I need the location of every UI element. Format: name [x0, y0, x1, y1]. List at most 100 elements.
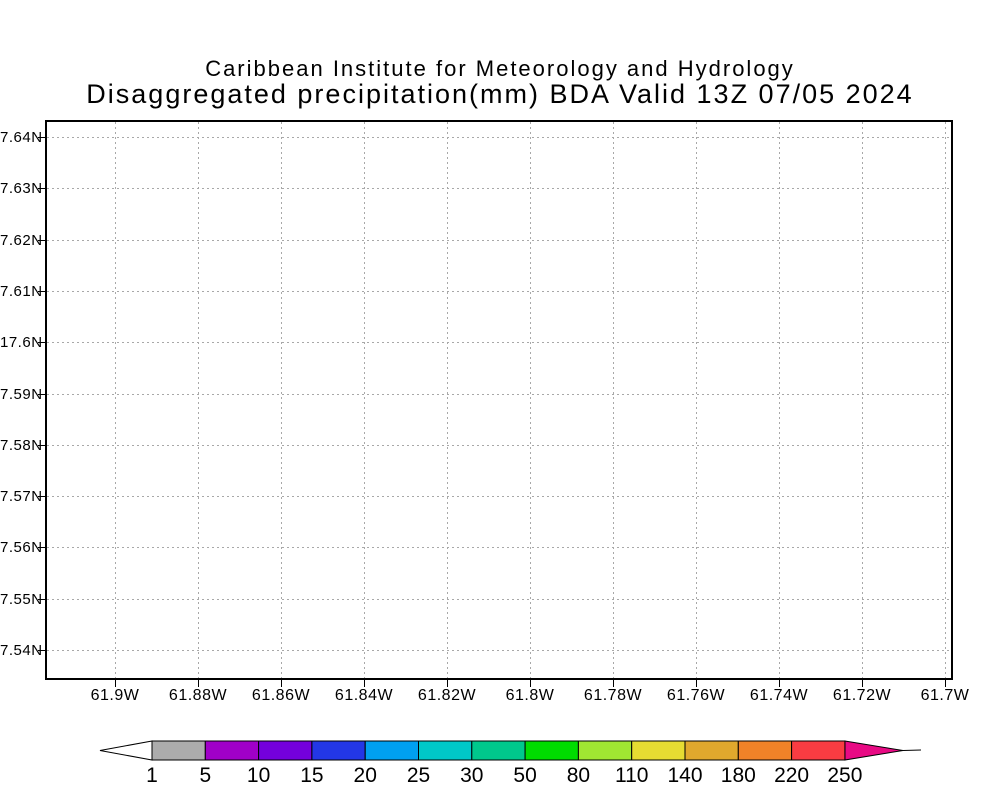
colorbar-label: 25 [407, 764, 430, 787]
y-tick-label: 7.55N [0, 591, 43, 608]
y-tick-label: 7.56N [0, 539, 43, 556]
gridline-vertical [862, 122, 863, 678]
colorbar-arrow-tip-line [902, 749, 922, 751]
y-axis-tick [38, 650, 45, 651]
gridline-vertical [198, 122, 199, 678]
gridline-vertical [945, 122, 946, 678]
colorbar-label: 180 [721, 764, 756, 787]
map-plot-area [45, 120, 953, 680]
y-tick-label: 7.63N [0, 180, 43, 197]
x-tick-label: 61.82W [417, 687, 477, 704]
colorbar-below-arrow [99, 740, 153, 761]
y-axis-tick [38, 291, 45, 292]
y-axis-tick [38, 137, 45, 138]
y-tick-label: 7.64N [0, 129, 43, 146]
colorbar-segment [418, 740, 473, 761]
y-axis-tick [38, 240, 45, 241]
colorbar-label: 110 [615, 764, 648, 787]
gridline-vertical [613, 122, 614, 678]
x-tick-label: 61.88W [168, 687, 228, 704]
x-tick-label: 61.8W [505, 687, 555, 704]
x-axis-tick [530, 680, 531, 687]
colorbar-segment [684, 740, 739, 761]
y-axis-tick [38, 496, 45, 497]
colorbar-segment [364, 740, 420, 761]
x-axis-tick [447, 680, 448, 687]
y-axis-tick [38, 445, 45, 446]
x-axis-tick [281, 680, 282, 687]
colorbar-segment [151, 740, 206, 761]
y-tick-label: 17.6N [0, 334, 43, 351]
x-tick-label: 61.72W [832, 687, 892, 704]
gridline-horizontal [47, 547, 951, 548]
y-tick-label: 7.59N [0, 386, 43, 403]
gridline-horizontal [47, 650, 951, 651]
colorbar-segment [577, 740, 633, 761]
colorbar-segment [524, 740, 579, 761]
y-tick-label: 7.61N [0, 283, 43, 300]
x-axis-tick [779, 680, 780, 687]
colorbar-segment [471, 740, 526, 761]
gridline-vertical [364, 122, 365, 678]
colorbar: 1 5 10 15 20 25 30 50 80 110 140 180 220 250 [99, 740, 922, 787]
x-axis-tick [613, 680, 614, 687]
x-axis-tick [198, 680, 199, 687]
gridline-horizontal [47, 599, 951, 600]
colorbar-above-arrow [844, 740, 904, 761]
y-axis-tick [38, 394, 45, 395]
y-tick-label: 7.58N [0, 437, 43, 454]
gridline-horizontal [47, 240, 951, 241]
colorbar-segment [631, 740, 686, 761]
x-tick-label: 61.86W [251, 687, 311, 704]
gridline-horizontal [47, 496, 951, 497]
colorbar-segment [258, 740, 313, 761]
colorbar-label: 140 [667, 764, 702, 787]
y-axis-tick [38, 547, 45, 548]
x-tick-label: 61.78W [583, 687, 643, 704]
gridline-vertical [447, 122, 448, 678]
y-axis-tick [38, 188, 45, 189]
colorbar-segment [791, 740, 846, 761]
y-tick-label: 7.62N [0, 232, 43, 249]
gridline-horizontal [47, 445, 951, 446]
colorbar-segment [204, 740, 260, 761]
x-tick-label: 61.7W [920, 687, 970, 704]
colorbar-label: 20 [354, 764, 377, 787]
colorbar-label: 10 [247, 764, 270, 787]
x-axis-tick [115, 680, 116, 687]
x-tick-label: 61.74W [749, 687, 809, 704]
colorbar-label: 250 [827, 764, 862, 787]
x-axis-tick [696, 680, 697, 687]
x-axis-tick [364, 680, 365, 687]
colorbar-label: 30 [460, 764, 483, 787]
colorbar-label: 220 [774, 764, 809, 787]
colorbar-segment [737, 740, 793, 761]
y-tick-label: 7.57N [0, 488, 43, 505]
colorbar-label: 15 [300, 764, 323, 787]
figure-subtitle: Disaggregated precipitation(mm) BDA Vali… [86, 79, 914, 109]
colorbar-label: 1 [146, 764, 158, 787]
gridline-horizontal [47, 394, 951, 395]
figure-title: Caribbean Institute for Meteorology and … [205, 56, 795, 81]
gridline-vertical [530, 122, 531, 678]
gridline-vertical [696, 122, 697, 678]
x-tick-label: 61.76W [666, 687, 726, 704]
x-tick-label: 61.84W [334, 687, 394, 704]
gridline-vertical [115, 122, 116, 678]
gridline-vertical [779, 122, 780, 678]
gridline-horizontal [47, 342, 951, 343]
gridline-horizontal [47, 291, 951, 292]
y-axis-tick [38, 342, 45, 343]
colorbar-label: 5 [199, 764, 211, 787]
gridline-horizontal [47, 188, 951, 189]
x-axis-tick [862, 680, 863, 687]
gridline-vertical [281, 122, 282, 678]
colorbar-label: 50 [513, 764, 536, 787]
colorbar-label: 80 [567, 764, 590, 787]
x-tick-label: 61.9W [90, 687, 140, 704]
x-axis-tick [945, 680, 946, 687]
y-axis-tick [38, 599, 45, 600]
colorbar-segment [311, 740, 366, 761]
y-tick-label: 7.54N [0, 642, 43, 659]
